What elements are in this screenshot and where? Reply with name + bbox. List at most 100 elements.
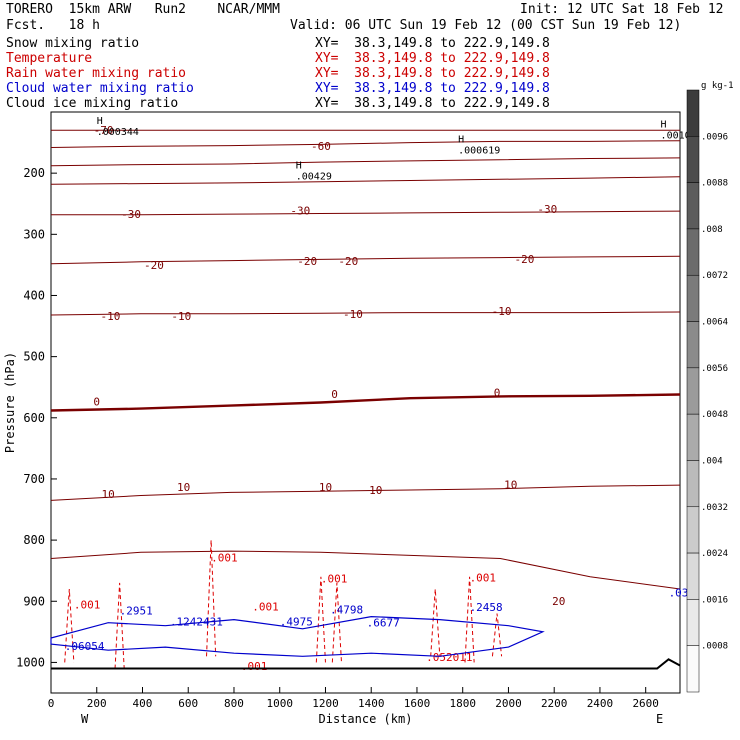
temperature-label: -30 [290,205,310,218]
field-name: Cloud water mixing ratio [6,81,194,96]
colorbar-label: .0088 [701,179,728,189]
colorbar-label: .0016 [701,595,728,605]
colorbar-label: .0072 [701,271,728,281]
temperature-label: 10 [102,488,115,501]
temperature-label: 20 [552,595,565,608]
cloud-water-label: .06054 [65,640,105,653]
y-axis-label: Pressure (hPa) [3,352,17,453]
temperature-label: -60 [311,140,331,153]
extremum-value: .00104 [661,130,697,141]
rain-label: .001 [211,552,238,565]
extremum-marker: H [296,160,302,171]
colorbar-label: .0032 [701,503,728,513]
y-tick-label: 200 [23,166,45,180]
colorbar-swatch [686,228,700,276]
valid-time: Valid: 06 UTC Sun 19 Feb 12 (00 CST Sun … [290,18,682,33]
extremum-marker: H [97,116,103,127]
rain-contour [206,540,217,657]
colorbar-swatch [686,136,700,183]
colorbar-label: .0064 [701,318,728,328]
x-tick-label: 1800 [449,697,476,710]
rain-label: .001 [74,599,101,612]
colorbar-swatch [686,89,700,137]
field-name: Snow mixing ratio [6,36,140,51]
x-tick-label: 800 [224,697,244,710]
x-tick-label: 2600 [632,697,659,710]
init-time: Init: 12 UTC Sat 18 Feb 12 [520,2,724,17]
extremum-value: .000619 [458,146,500,157]
temperature-contour--20 [50,255,681,265]
temperature-contour-0 [50,393,681,412]
x-tick-label: 600 [178,697,198,710]
y-tick-label: 600 [23,411,45,425]
field-xy: XY= 38.3,149.8 to 222.9,149.8 [315,81,550,96]
rain-contour [114,582,125,669]
field-name: Rain water mixing ratio [6,66,187,81]
field-name: Temperature [6,51,93,66]
temperature-label: -20 [515,253,535,266]
extremum-marker: H [458,135,464,146]
x-axis-label: Distance (km) [319,712,413,726]
x-tick-label: 2000 [495,697,522,710]
y-tick-label: 300 [23,227,45,241]
temperature-label: -10 [101,310,121,323]
field-xy: XY= 38.3,149.8 to 222.9,149.8 [315,66,550,81]
temperature-contour--10 [50,311,681,316]
x-tick-label: 2400 [587,697,614,710]
colorbar-label: .008 [701,225,723,235]
field-xy: XY= 38.3,149.8 to 222.9,149.8 [315,51,550,66]
temperature-label: 0 [494,386,501,399]
temperature-label: 10 [319,481,332,494]
temperature-contour-20 [50,550,681,590]
colorbar-swatch [686,367,700,415]
temperature-label: -20 [338,255,358,268]
colorbar-label: .0056 [701,364,728,374]
cloud-water-label: .6677 [367,616,400,629]
y-tick-label: 400 [23,288,45,302]
colorbar-unit: g kg-1 [701,81,734,91]
temperature-label: 10 [504,479,517,492]
x-tick-label: 1000 [266,697,293,710]
cloud-water-label: .4975 [280,616,313,629]
rain-label: .001 [470,572,497,585]
rain-label: .052011 [426,651,472,664]
colorbar-swatch [686,321,700,369]
run-title: TORERO 15km ARW Run2 NCAR/MMM [6,2,280,17]
x-tick-label: 200 [87,697,107,710]
x-tick-label: 1200 [312,697,339,710]
y-tick-label: 800 [23,533,45,547]
temperature-label: -10 [343,308,363,321]
x-tick-label: 1400 [358,697,385,710]
cloud-water-label: .1242431 [170,616,223,629]
extremum-marker: H [661,119,667,130]
cloud-water-contour [50,615,545,657]
cloud-water-label: .2458 [470,601,503,614]
temperature-label: -10 [171,310,191,323]
colorbar-swatch [686,460,700,508]
rain-contour [331,582,342,663]
temperature-label: -20 [144,259,164,272]
colorbar-label: .0048 [701,410,728,420]
rain-contour [315,576,326,663]
temperature-label: 10 [369,484,382,497]
x-end-label-west: W [81,712,89,726]
temperature-label: -30 [537,203,557,216]
field-xy: XY= 38.3,149.8 to 222.9,149.8 [315,36,550,51]
temperature-label: 10 [177,481,190,494]
x-tick-label: 400 [133,697,153,710]
colorbar-swatch [686,413,700,461]
temperature-label: 0 [93,396,100,409]
colorbar-label: .0024 [701,549,728,559]
temperature-contour--50 [50,157,681,167]
x-end-label-east: E [656,712,663,726]
temperature-contour--40 [50,176,681,185]
cloud-water-label: .4798 [330,603,363,616]
colorbar-label: .004 [701,456,723,466]
rain-label: .001 [321,572,348,585]
x-tick-label: 1600 [404,697,431,710]
x-tick-label: 0 [48,697,55,710]
temperature-label: -10 [492,305,512,318]
rain-label: .001 [241,660,267,673]
cloud-water-label: .03 [669,586,689,599]
